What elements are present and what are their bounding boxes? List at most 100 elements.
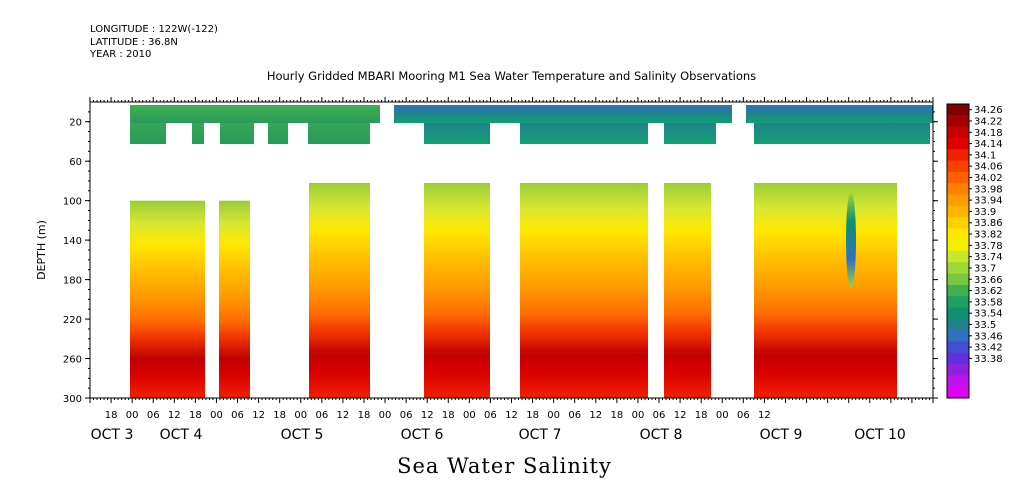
colorbar-swatch (947, 126, 969, 139)
x-hour-label: 18 (105, 410, 118, 421)
x-hour-label: 12 (505, 410, 518, 421)
x-hour-label: 18 (273, 410, 286, 421)
colorbar-swatch (947, 171, 969, 184)
deep-block (664, 182, 711, 398)
colorbar-label: 33.86 (974, 218, 1003, 229)
colorbar-label: 33.7 (974, 263, 996, 274)
x-hour-label: 18 (695, 410, 708, 421)
x-hour-label: 00 (294, 410, 307, 421)
latitude-label: LATITUDE : 36.8N (90, 37, 178, 48)
colorbar-swatch (947, 386, 969, 399)
x-hour-label: 00 (632, 410, 645, 421)
x-hour-label: 06 (737, 410, 750, 421)
colorbar-label: 33.9 (974, 207, 996, 218)
colorbar-label: 34.14 (974, 139, 1003, 150)
x-hour-label: 12 (589, 410, 602, 421)
y-tick-label: 100 (63, 197, 82, 208)
deep-block (424, 182, 490, 398)
y-tick-label: 20 (69, 118, 82, 129)
x-day-label: OCT 10 (854, 427, 906, 443)
colorbar-swatch (947, 239, 969, 252)
colorbar-label: 33.94 (974, 196, 1003, 207)
colorbar-label: 33.78 (974, 241, 1003, 252)
colorbar-swatch (947, 251, 969, 263)
surface-strip (746, 105, 933, 123)
x-hour-label: 00 (126, 410, 139, 421)
x-hour-label: 06 (653, 410, 666, 421)
colorbar-swatch (947, 217, 969, 229)
low-salinity-plume (846, 192, 856, 289)
colorbar-swatch (947, 352, 969, 365)
colorbar-swatch (947, 115, 969, 128)
x-hour-label: 06 (400, 410, 413, 421)
colorbar-swatch (947, 205, 969, 218)
colorbar-swatch (947, 183, 969, 195)
colorbar-label: 33.62 (974, 286, 1003, 297)
x-day-label: OCT 3 (91, 427, 134, 443)
y-axis: 20 60 100 140 180 220 260 300 (63, 111, 938, 405)
deep-block (754, 182, 897, 398)
colorbar-label: 33.54 (974, 309, 1003, 320)
y-tick-label: 260 (63, 355, 82, 366)
x-hour-label: 00 (716, 410, 729, 421)
y-tick-label: 220 (63, 315, 82, 326)
colorbar-label: 34.22 (974, 116, 1003, 127)
colorbar-label: 33.82 (974, 230, 1003, 241)
colorbar-swatch (947, 307, 969, 320)
surface-strip (394, 105, 732, 123)
x-hour-label: 12 (168, 410, 181, 421)
colorbar-swatch (947, 330, 969, 342)
colorbar: 34.2634.2234.1834.1434.134.0634.0233.983… (946, 103, 1003, 399)
colorbar-swatch (947, 149, 969, 162)
x-day-label: OCT 5 (281, 427, 324, 443)
colorbar-swatch (947, 137, 969, 150)
x-hour-label: 18 (611, 410, 624, 421)
x-axis: 18 00 06 12 18 00 06 12 18 00 06 12 18 00 06 12 18 00 06 12… (89, 97, 934, 443)
x-hour-label: 06 (568, 410, 581, 421)
x-hour-label: 12 (337, 410, 350, 421)
deep-block (309, 182, 370, 398)
x-day-label: OCT 7 (519, 427, 562, 443)
x-hour-label: 00 (379, 410, 392, 421)
colorbar-swatch (947, 262, 969, 275)
colorbar-swatch (947, 375, 969, 388)
colorbar-label: 33.66 (974, 275, 1003, 286)
chart-title: Hourly Gridded MBARI Mooring M1 Sea Wate… (266, 69, 757, 83)
x-day-label: OCT 8 (640, 427, 683, 443)
y-axis-label: DEPTH (m) (35, 220, 48, 280)
colorbar-label: 33.58 (974, 297, 1003, 308)
colorbar-swatch (947, 104, 969, 116)
x-hour-label: 12 (758, 410, 771, 421)
y-tick-label: 180 (63, 276, 82, 287)
deep-block (219, 200, 250, 398)
colorbar-label: 33.5 (974, 320, 996, 331)
x-day-label: OCT 4 (160, 427, 203, 443)
x-hour-label: 18 (189, 410, 202, 421)
colorbar-swatch (947, 284, 969, 297)
x-hour-label: 18 (358, 410, 371, 421)
colorbar-swatch (947, 194, 969, 207)
deep-block (130, 200, 205, 398)
colorbar-swatch (947, 296, 969, 309)
colorbar-swatch (947, 318, 969, 331)
x-day-label: OCT 6 (401, 427, 444, 443)
colorbar-swatch (947, 160, 969, 173)
colorbar-label: 34.06 (974, 162, 1003, 173)
x-hour-label: 06 (147, 410, 160, 421)
x-hour-label: 06 (231, 410, 244, 421)
footer-label: Sea Water Salinity (397, 454, 612, 478)
colorbar-label: 33.98 (974, 184, 1003, 195)
x-hour-label: 18 (442, 410, 455, 421)
year-label: YEAR : 2010 (90, 49, 152, 60)
colorbar-swatch (947, 273, 969, 286)
x-hour-label: 12 (252, 410, 265, 421)
x-hour-label: 12 (421, 410, 434, 421)
colorbar-swatch (947, 228, 969, 241)
y-tick-label: 60 (69, 157, 82, 168)
colorbar-label: 33.38 (974, 354, 1003, 365)
colorbar-swatch (947, 341, 969, 354)
y-tick-label: 140 (63, 236, 82, 247)
longitude-label: LONGITUDE : 122W(-122) (90, 24, 218, 35)
colorbar-label: 34.02 (974, 173, 1003, 184)
